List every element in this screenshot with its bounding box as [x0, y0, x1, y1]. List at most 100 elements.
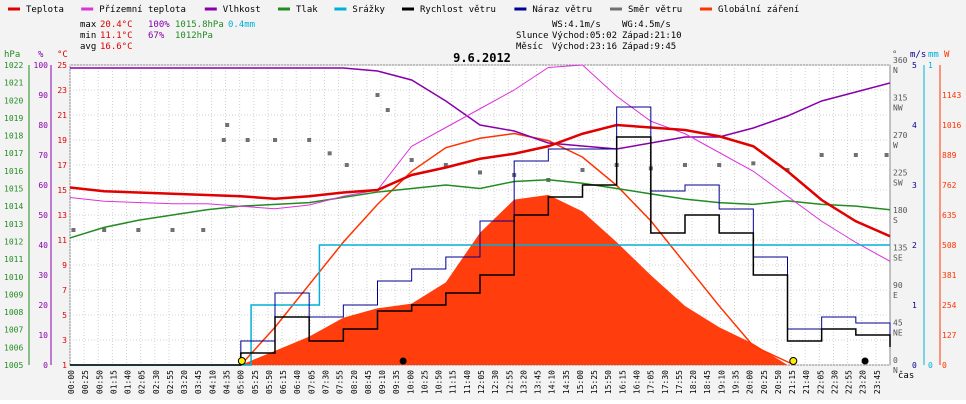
legend-label: Směr větru	[628, 5, 682, 15]
x-tick-label: 15:25	[590, 370, 599, 394]
tick-label-temp: 19	[57, 136, 67, 145]
tick-label-hpa: 1007	[4, 326, 23, 335]
x-tick-label: 10:25	[420, 370, 429, 394]
tick-label-pct: 50	[38, 211, 48, 220]
stats-min-hum: 67%	[148, 31, 165, 41]
series-wind-direction-point	[409, 158, 414, 162]
x-tick-label: 07:30	[321, 370, 330, 394]
series-wind-direction-point	[717, 163, 722, 167]
x-tick-label: 17:05	[647, 370, 656, 394]
x-tick-label: 22:55	[845, 370, 854, 394]
tick-label-mm: 0	[928, 361, 933, 370]
x-tick-label: 04:35	[223, 370, 232, 394]
tick-label-dir: 270	[893, 131, 908, 140]
tick-label-ms: 3	[912, 181, 917, 190]
x-tick-label: 18:20	[689, 370, 698, 394]
legend-label: Srážky	[352, 5, 385, 15]
x-tick-label: 21:40	[802, 370, 811, 394]
x-tick-label: 12:05	[477, 370, 486, 394]
tick-label-dir: 315	[893, 94, 908, 103]
x-tick-label: 23:45	[873, 370, 882, 394]
tick-label-ms: 5	[912, 61, 917, 70]
x-tick-label: 08:20	[350, 370, 359, 394]
x-tick-label: 13:45	[534, 370, 543, 394]
tick-label-temp: 23	[57, 86, 67, 95]
tick-label-pct: 80	[38, 121, 48, 130]
series-wind-direction-point	[853, 153, 858, 157]
tick-label-hpa: 1019	[4, 114, 23, 123]
x-tick-label: 14:10	[548, 370, 557, 394]
stats-max-temp: 20.4°C	[100, 20, 133, 30]
info-moon-rise: Východ:23:16	[552, 42, 617, 52]
info-sun: Slunce	[516, 31, 549, 41]
series-wind-direction-point	[225, 123, 230, 127]
x-axis-label: čas	[898, 370, 914, 381]
axis-title-ms: m/s	[910, 50, 926, 60]
x-tick-label: 01:40	[124, 370, 133, 394]
tick-label-compass: SW	[893, 179, 903, 188]
x-tick-label: 12:55	[505, 370, 514, 394]
tick-label-pct: 60	[38, 181, 48, 190]
legend-label: Náraz větru	[532, 5, 592, 15]
tick-label-compass: SE	[893, 254, 903, 263]
tick-label-compass: S	[893, 216, 898, 225]
tick-label-temp: 21	[57, 111, 67, 120]
tick-label-hpa: 1005	[4, 361, 23, 370]
tick-label-w: 508	[942, 241, 957, 250]
tick-label-ms: 1	[912, 301, 917, 310]
tick-label-hpa: 1012	[4, 237, 23, 246]
series-wind-direction-point	[683, 163, 687, 167]
x-tick-label: 18:45	[703, 370, 712, 394]
tick-label-compass: N	[893, 366, 898, 375]
tick-label-hpa: 1017	[4, 149, 23, 158]
stats-block: max 20.4°C 100% 1015.8hPa 0.4mm min 11.1…	[80, 20, 255, 52]
series-wind-direction-point	[443, 163, 448, 167]
x-tick-label: 05:25	[251, 370, 260, 394]
tick-label-compass: E	[893, 291, 898, 300]
series-wind-speed	[70, 136, 891, 366]
stats-max-press: 1015.8hPa	[175, 20, 224, 30]
tick-label-ms: 2	[912, 241, 917, 250]
x-tick-label: 20:25	[760, 370, 769, 394]
legend-label: Teplota	[26, 5, 64, 15]
series-wind-direction-point	[327, 151, 332, 156]
moonset-marker	[399, 357, 407, 365]
tick-label-temp: 1	[62, 361, 67, 370]
x-tick-label: 17:55	[675, 370, 684, 394]
x-tick-label: 19:35	[731, 370, 740, 394]
info-ws: WS:4.1m/s	[552, 20, 601, 30]
series-wind-direction-point	[307, 138, 312, 142]
tick-label-hpa: 1016	[4, 167, 23, 176]
x-tick-label: 13:20	[519, 370, 528, 394]
series-wind-direction-point	[344, 163, 349, 167]
x-tick-label: 01:15	[109, 370, 118, 394]
x-tick-label: 02:55	[166, 370, 175, 394]
stats-avg-temp: 16.6°C	[100, 42, 133, 52]
x-tick-label: 16:15	[618, 370, 627, 394]
x-tick-label: 10:00	[406, 370, 415, 394]
x-tick-label: 08:45	[364, 370, 373, 394]
tick-label-hpa: 1022	[4, 61, 23, 70]
info-moon-set: Západ:9:45	[622, 42, 676, 52]
legend-label: Vlhkost	[223, 5, 261, 15]
tick-label-pct: 10	[38, 331, 48, 340]
moonrise-marker	[861, 357, 869, 365]
series-wind-direction-point	[751, 161, 756, 166]
tick-label-w: 762	[942, 181, 957, 190]
tick-label-ms: 4	[912, 121, 917, 130]
tick-label-w: 635	[942, 211, 957, 220]
tick-label-temp: 25	[57, 61, 67, 70]
tick-label-w: 381	[942, 271, 957, 280]
x-tick-label: 16:40	[633, 370, 642, 394]
tick-label-pct: 0	[43, 361, 48, 370]
x-tick-label: 09:35	[392, 370, 401, 394]
x-tick-label: 00:50	[95, 370, 104, 394]
sunrise-marker	[237, 357, 246, 365]
tick-label-compass: NE	[893, 329, 903, 338]
tick-label-hpa: 1021	[4, 79, 23, 88]
legend-label: Globální záření	[718, 5, 799, 15]
tick-label-temp: 11	[57, 236, 67, 245]
plot-area: 1005100610071008100910101011101210131014…	[4, 56, 961, 394]
x-tick-label: 03:45	[194, 370, 203, 394]
info-sun-set: Západ:21:10	[622, 31, 682, 41]
